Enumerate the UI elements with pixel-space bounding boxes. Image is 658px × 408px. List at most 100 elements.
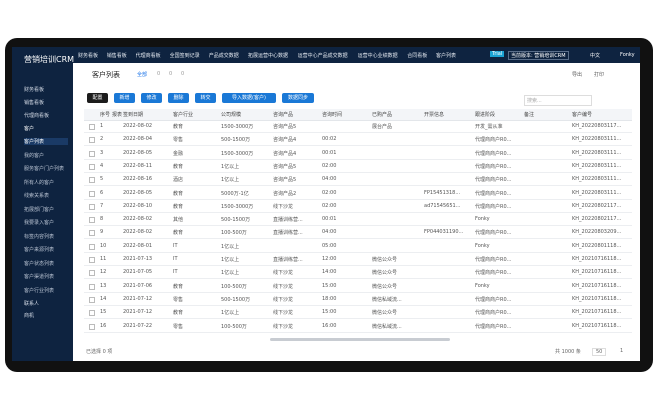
table-cell: 开发_需从准: [475, 124, 503, 130]
row-divider: [84, 225, 632, 227]
row-checkbox[interactable]: [89, 230, 95, 237]
button[interactable]: 数据同步: [282, 93, 314, 103]
top-nav-item[interactable]: 客户列表: [436, 53, 457, 59]
row-divider: [84, 185, 632, 187]
sidebar-item[interactable]: 商机: [24, 313, 35, 319]
top-nav-item[interactable]: 合同看板: [407, 53, 428, 59]
sidebar-subitem[interactable]: 服务客户门户列表: [24, 166, 65, 172]
search-input[interactable]: 搜索...: [524, 95, 592, 106]
row-checkbox[interactable]: [89, 217, 95, 224]
sidebar-subitem[interactable]: 客户列表: [24, 138, 68, 145]
button[interactable]: 修改: [141, 93, 162, 103]
row-checkbox[interactable]: [89, 137, 95, 144]
row-checkbox[interactable]: [89, 177, 95, 184]
table-cell: 代理商商户R0...: [475, 150, 512, 157]
button[interactable]: 导入数据(客户): [222, 93, 276, 103]
row-checkbox[interactable]: [89, 257, 95, 263]
sidebar-group[interactable]: 客户: [24, 126, 35, 132]
sidebar-item[interactable]: 销售看板: [24, 100, 45, 106]
toolbar-action[interactable]: 打印: [594, 72, 605, 78]
top-nav-item[interactable]: 全国签到记录: [169, 53, 200, 59]
page-size[interactable]: 50: [592, 348, 607, 356]
table-cell: 2: [100, 136, 104, 143]
row-checkbox[interactable]: [89, 270, 95, 277]
sidebar-item[interactable]: 联系人: [24, 301, 40, 307]
row-divider: [84, 158, 632, 160]
table-cell: KH_20220803111...: [572, 136, 622, 143]
row-checkbox[interactable]: [89, 150, 95, 157]
top-nav-item[interactable]: 代理商看板: [135, 53, 161, 59]
button[interactable]: 配置: [87, 93, 108, 103]
table-cell: KH_20220803111...: [572, 162, 622, 169]
tab[interactable]: 全部: [137, 72, 148, 78]
sidebar-subitem[interactable]: 拓展部门客户: [24, 206, 55, 213]
sidebar-subitem[interactable]: 客户状态列表: [24, 260, 55, 267]
table-cell: 02:00: [322, 202, 337, 209]
version-button[interactable]: 当前版本: 营销培训CRM: [508, 51, 569, 60]
sidebar-subitem[interactable]: 所有人的客户: [24, 179, 55, 186]
table-cell: 1亿以上: [221, 310, 240, 317]
top-nav-item[interactable]: 财务看板: [78, 53, 99, 59]
table-cell: 直播训练营...: [273, 217, 303, 224]
row-divider: [84, 171, 632, 173]
table-cell: 1500-3000万: [221, 124, 254, 130]
selection-count: 已选择 0 项: [86, 349, 113, 355]
row-checkbox[interactable]: [89, 283, 95, 290]
row-divider: [84, 251, 632, 253]
row-checkbox[interactable]: [89, 163, 95, 170]
table-header-bg: [84, 109, 632, 121]
sidebar-subitem[interactable]: 客户渠道列表: [24, 274, 55, 280]
table-cell: KH_20220803111...: [572, 176, 622, 183]
top-nav-item[interactable]: 运营中心产品成交数据: [297, 53, 348, 59]
sidebar-subitem[interactable]: 客户来源列表: [24, 247, 55, 253]
button[interactable]: 删除: [168, 93, 189, 103]
row-divider: [84, 318, 632, 320]
button[interactable]: 新增: [114, 93, 135, 103]
sidebar-subitem[interactable]: 客户行业列表: [24, 287, 55, 294]
table-cell: 教育: [173, 203, 184, 210]
top-nav-item[interactable]: 拓展运营中心数据: [248, 53, 289, 59]
language[interactable]: 中文: [590, 53, 601, 59]
table-cell: IT: [173, 256, 178, 262]
sidebar-subitem[interactable]: 线索关系表: [24, 193, 50, 199]
top-nav-item[interactable]: 产品成交数据: [208, 53, 239, 59]
row-checkbox[interactable]: [89, 243, 95, 250]
row-checkbox[interactable]: [89, 296, 95, 303]
table-cell: 2022-08-10: [123, 202, 153, 209]
sidebar-subitem[interactable]: 我要录入客户: [24, 220, 55, 226]
button[interactable]: 转交: [195, 93, 216, 103]
trial-badge[interactable]: Trial: [490, 51, 505, 57]
tab[interactable]: 0: [181, 71, 185, 77]
table-cell: 咨询产品4: [273, 150, 297, 157]
table-cell: 代理商商户R0...: [475, 310, 512, 317]
sidebar-item[interactable]: 代理商看板: [24, 113, 50, 119]
table-cell: 2021-07-06: [123, 282, 153, 289]
sidebar-subitem[interactable]: 我的客户: [24, 152, 45, 159]
toolbar-action[interactable]: 导出: [572, 72, 583, 78]
table-cell: KH_20220803209...: [572, 229, 622, 236]
sidebar-item[interactable]: 财务看板: [24, 87, 45, 93]
row-checkbox[interactable]: [89, 323, 95, 330]
tab[interactable]: 0: [157, 71, 161, 77]
table-cell: 教育: [173, 163, 184, 170]
page-title: 客户列表: [92, 71, 120, 79]
table-cell: 2021-07-05: [123, 269, 153, 276]
row-checkbox[interactable]: [89, 190, 95, 197]
table-cell: 00:01: [322, 216, 337, 223]
table-cell: 100-500万: [221, 283, 247, 290]
row-checkbox[interactable]: [89, 203, 95, 210]
page-number[interactable]: 1: [620, 348, 624, 354]
row-checkbox[interactable]: [89, 310, 95, 317]
sidebar-subitem[interactable]: 标签内容列表: [24, 233, 55, 240]
table-cell: KH_20220803117...: [572, 123, 622, 129]
user-name[interactable]: Fonky: [620, 52, 635, 58]
table-cell: 2021-07-12: [123, 309, 153, 316]
table-cell: KH_20210716118...: [572, 322, 622, 329]
tab[interactable]: 0: [169, 71, 173, 77]
column-header: 咨询时间: [322, 112, 343, 118]
top-nav-item[interactable]: 运营中心业绩数据: [357, 53, 398, 59]
table-cell: FP044031190...: [424, 229, 464, 236]
row-checkbox[interactable]: [89, 124, 95, 130]
top-nav-item[interactable]: 销售看板: [106, 53, 127, 59]
table-cell: KH_20210716118...: [572, 282, 622, 289]
